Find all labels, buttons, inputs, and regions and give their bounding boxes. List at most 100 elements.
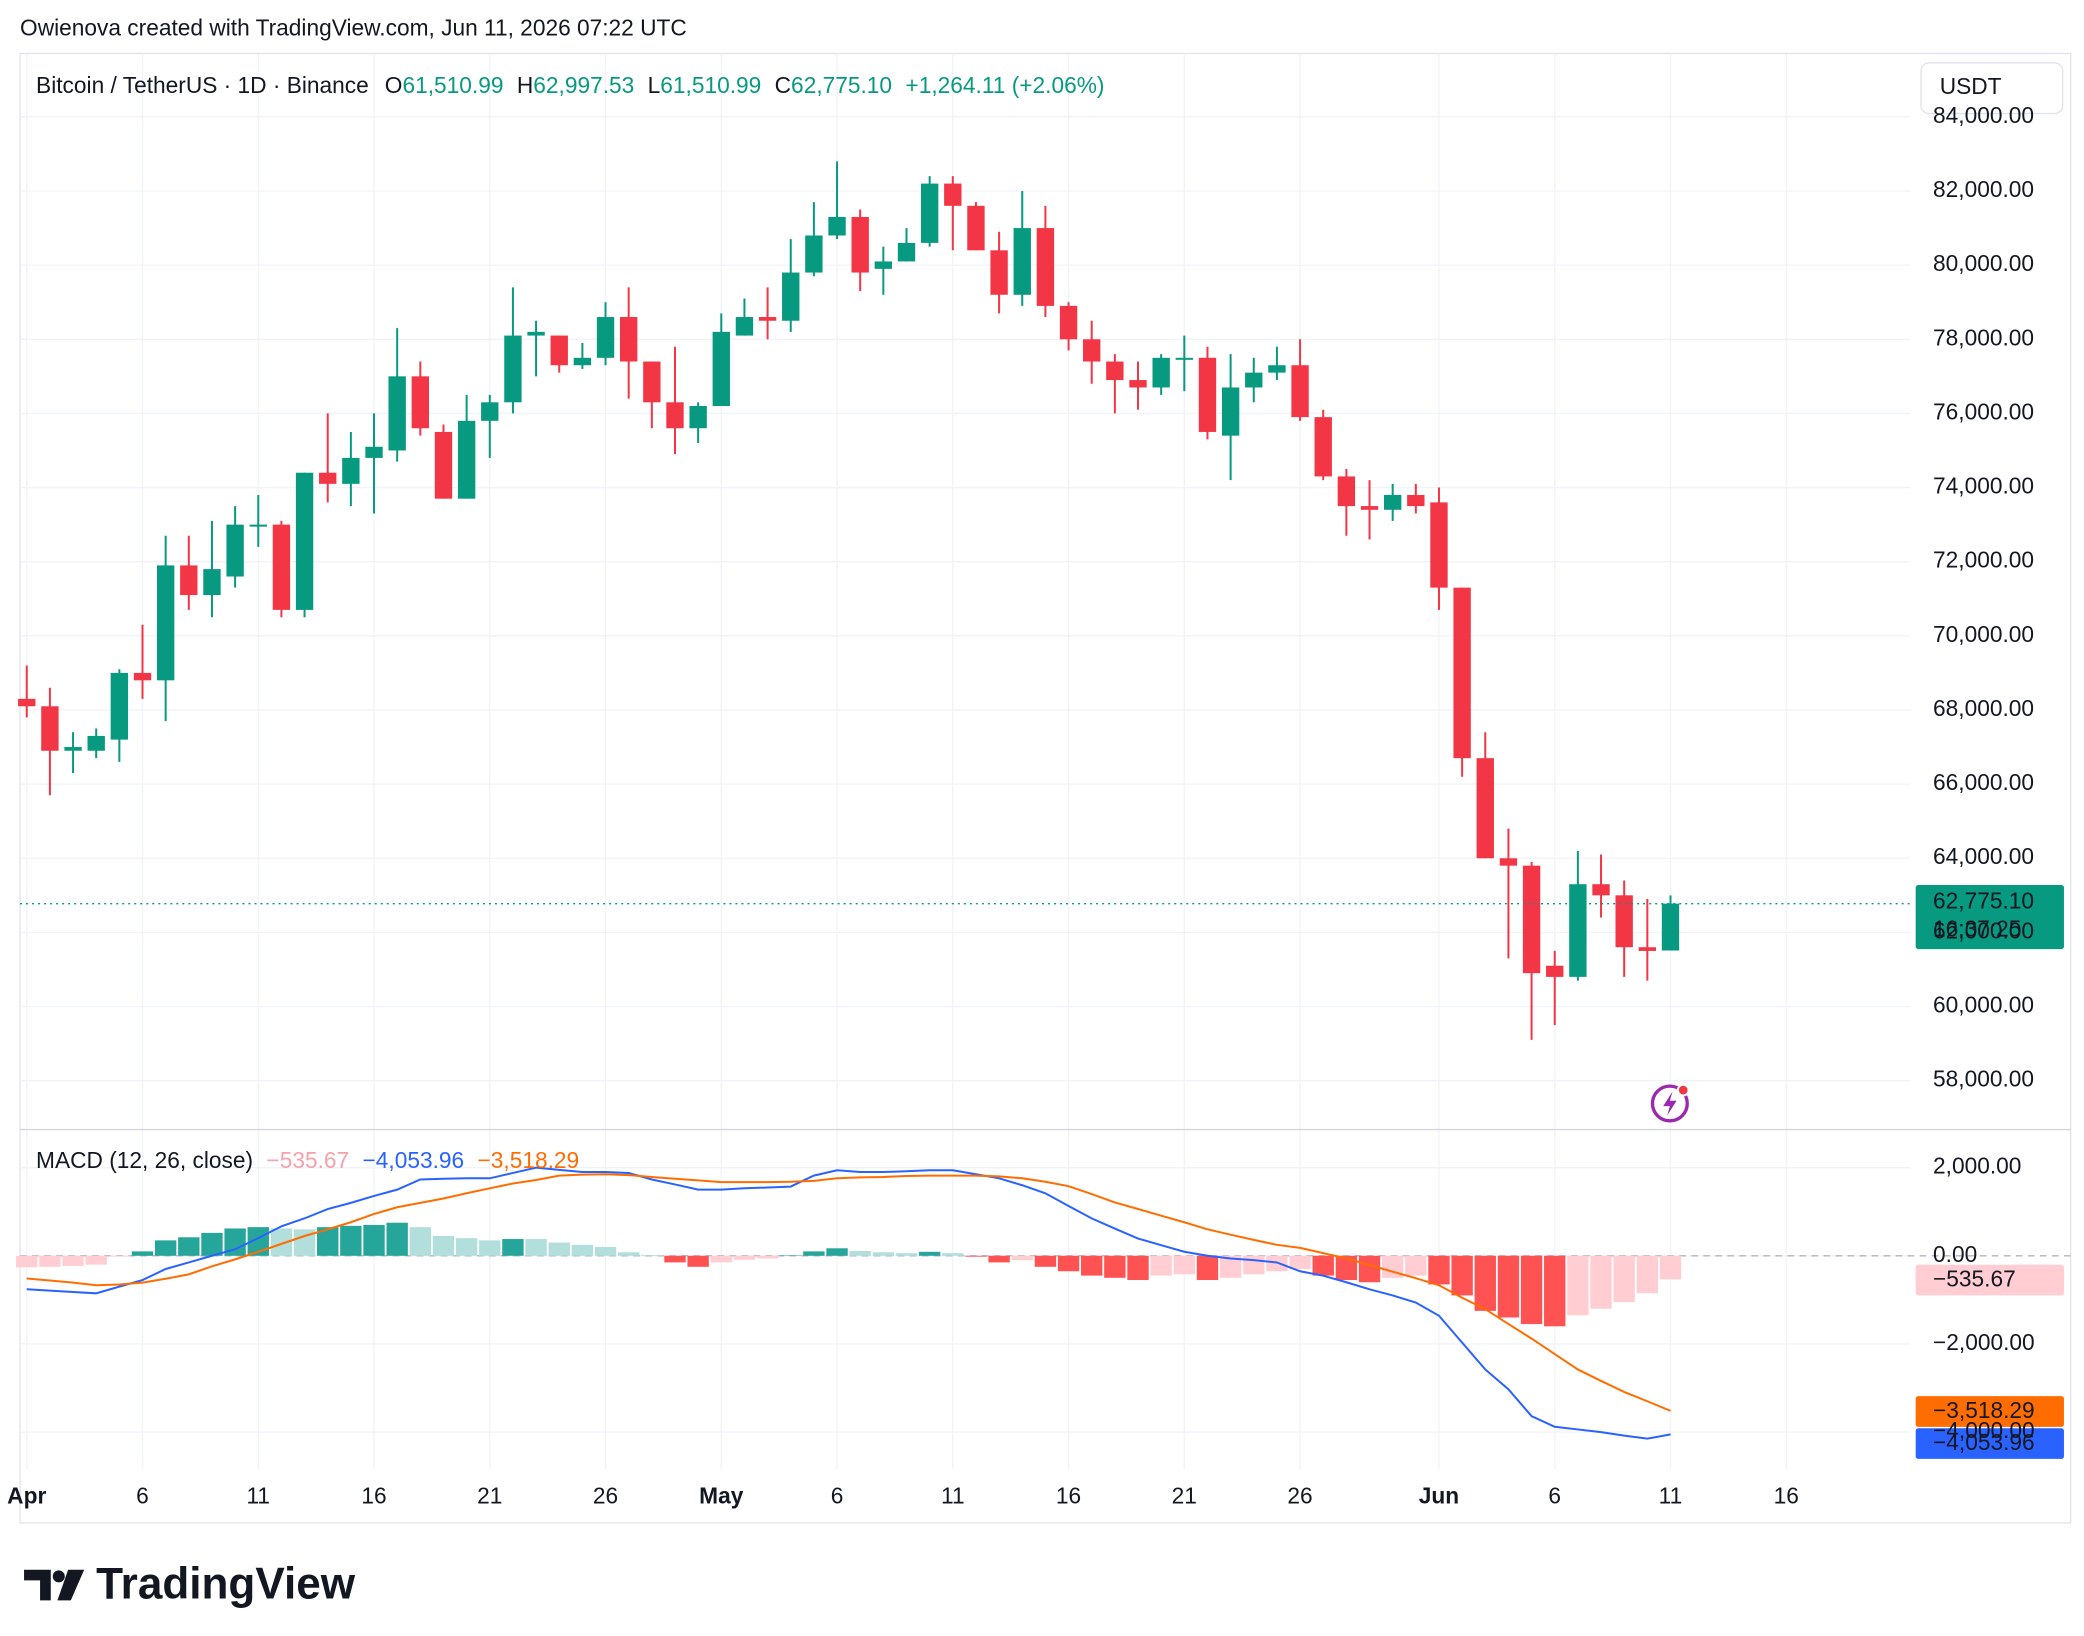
- x-tick-label: 16: [1056, 1483, 1081, 1509]
- histogram-bar: [594, 1246, 617, 1256]
- candle-body: [527, 331, 545, 336]
- histogram-bar: [1613, 1255, 1635, 1303]
- last-price-box: [1915, 884, 2064, 950]
- candle-body: [782, 272, 800, 321]
- histogram-bar: [756, 1255, 779, 1259]
- legend-value: 61,510.99: [660, 72, 761, 98]
- histogram-bar: [687, 1255, 709, 1267]
- candle-body: [712, 331, 730, 407]
- histogram-bar: [502, 1239, 524, 1256]
- histogram-bar: [571, 1244, 594, 1256]
- candle-body: [203, 569, 221, 596]
- macd-line: [26, 1166, 1671, 1440]
- legend-change: +1,264.11 (+2.06%): [905, 72, 1104, 98]
- candle-body: [504, 335, 522, 403]
- histogram-bar: [1312, 1255, 1334, 1276]
- candle-body: [156, 565, 175, 681]
- candle-body: [805, 235, 823, 273]
- candle-body: [1152, 357, 1170, 388]
- candle-body: [1546, 965, 1564, 977]
- plot: [16, 161, 1682, 1440]
- y-tick-label: 72,000.00: [1933, 547, 2034, 573]
- macd-legend-value: −3,518.29: [478, 1147, 580, 1173]
- candle-body: [1175, 357, 1193, 360]
- y-tick-label: 60,000.00: [1933, 992, 2034, 1018]
- candle-body: [689, 406, 707, 429]
- histogram-bar: [1196, 1255, 1219, 1281]
- histogram-bar: [178, 1237, 200, 1256]
- histogram-bar: [1104, 1255, 1126, 1278]
- y-tick-label: 78,000.00: [1933, 324, 2034, 350]
- x-tick-label: 21: [477, 1483, 502, 1509]
- candle-body: [41, 706, 59, 751]
- histogram-bar: [1219, 1255, 1242, 1278]
- histogram-bar: [479, 1240, 501, 1256]
- candle-body: [434, 431, 453, 499]
- histogram-bar: [1127, 1255, 1149, 1281]
- y-tick-label: 76,000.00: [1933, 398, 2034, 424]
- legend-key: O: [385, 72, 403, 98]
- x-tick-label: 16: [361, 1483, 386, 1509]
- histogram-bar: [270, 1228, 293, 1256]
- x-tick-label: 16: [1774, 1483, 1799, 1509]
- legend: Bitcoin / TetherUS · 1D · Binance O61,510…: [36, 72, 1104, 98]
- x-tick-label: 6: [1548, 1483, 1561, 1509]
- brand-logo: [24, 1569, 85, 1601]
- x-tick-label: 6: [136, 1483, 149, 1509]
- x-tick-label: 11: [1659, 1483, 1683, 1509]
- axis-value: −535.67: [1933, 1266, 2016, 1292]
- candle-body: [1407, 494, 1425, 507]
- x-tick-label: 26: [593, 1483, 618, 1509]
- histogram-bar: [525, 1239, 547, 1256]
- histogram-bar: [432, 1235, 455, 1256]
- x-tick-label: Apr: [7, 1483, 46, 1509]
- histogram-bar: [988, 1255, 1010, 1263]
- candle-body: [226, 524, 244, 577]
- histogram-bar: [131, 1251, 154, 1256]
- y-tick-label: 82,000.00: [1933, 176, 2034, 202]
- brand: TradingView: [96, 1560, 356, 1609]
- candle-body: [920, 183, 939, 243]
- lightning-icon[interactable]: [1650, 1083, 1690, 1123]
- symbol: Bitcoin / TetherUS · 1D · Binance: [36, 72, 369, 98]
- candle-body: [18, 698, 36, 707]
- histogram-bar: [108, 1255, 131, 1257]
- histogram-bar: [1034, 1255, 1057, 1267]
- histogram-bar: [62, 1255, 84, 1266]
- histogram-bar: [1590, 1255, 1612, 1309]
- y-tick-label: 70,000.00: [1933, 621, 2034, 647]
- histogram-bar: [1335, 1255, 1358, 1281]
- candle-body: [1245, 372, 1263, 388]
- candle-body: [643, 361, 661, 403]
- histogram-bar: [1405, 1255, 1427, 1276]
- histogram-bar: [1451, 1255, 1473, 1296]
- legend-value: 61,510.99: [402, 72, 503, 98]
- candle-body: [110, 672, 129, 740]
- histogram-bar: [617, 1252, 640, 1256]
- histogram-bar: [1150, 1255, 1172, 1276]
- candle-body: [1059, 305, 1078, 340]
- candle-body: [1291, 365, 1309, 418]
- histogram-bar: [85, 1255, 107, 1265]
- candle-body: [1592, 884, 1610, 896]
- histogram-bar: [409, 1227, 432, 1256]
- candle-body: [1499, 858, 1518, 866]
- histogram-bar: [710, 1255, 732, 1263]
- axis-value: −4,053.96: [1933, 1429, 2035, 1455]
- currency-button[interactable]: [1920, 62, 2064, 115]
- histogram-bar: [1567, 1255, 1589, 1316]
- currency[interactable]: USDT: [1940, 73, 2002, 99]
- last-price: 62,775.10: [1933, 887, 2034, 913]
- x-tick-label: 11: [941, 1483, 965, 1509]
- axis-value-box: [1915, 1264, 2064, 1296]
- axis-value-box: [1915, 1396, 2064, 1427]
- histogram-bar: [849, 1250, 871, 1256]
- histogram-bar: [154, 1240, 177, 1256]
- histogram-bar: [340, 1225, 362, 1256]
- histogram-bar: [641, 1254, 663, 1256]
- candle-body: [620, 317, 638, 362]
- histogram-bar: [1057, 1255, 1080, 1272]
- candle-body: [411, 376, 430, 429]
